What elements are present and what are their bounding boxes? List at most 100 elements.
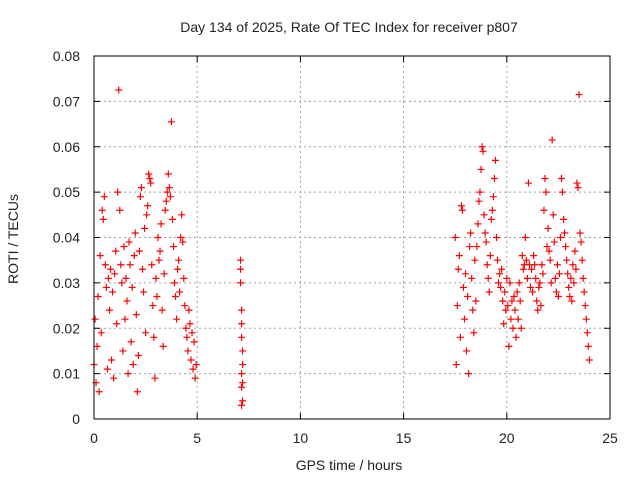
data-point — [122, 274, 130, 282]
data-point — [180, 274, 188, 282]
chart-title: Day 134 of 2025, Rate Of TEC Index for r… — [180, 19, 518, 35]
data-point — [503, 274, 511, 282]
data-point — [549, 211, 557, 219]
data-point — [151, 374, 159, 382]
data-point — [97, 329, 105, 337]
data-point — [131, 229, 139, 237]
data-point — [470, 329, 478, 337]
data-point — [105, 306, 113, 314]
data-point — [165, 184, 173, 192]
data-point — [121, 315, 129, 323]
data-point — [102, 283, 110, 291]
data-point — [123, 297, 131, 305]
data-point — [474, 220, 482, 228]
data-point — [176, 288, 184, 296]
data-point — [117, 261, 125, 269]
data-point — [463, 347, 471, 355]
data-point — [469, 306, 477, 314]
data-point — [489, 193, 497, 201]
data-point — [188, 329, 196, 337]
data-point — [184, 347, 192, 355]
data-point — [479, 147, 487, 155]
data-point — [578, 256, 586, 264]
data-point — [532, 274, 540, 282]
data-point — [508, 297, 516, 305]
data-point — [555, 270, 563, 278]
data-point — [137, 184, 145, 192]
data-point — [547, 279, 555, 287]
data-point — [167, 118, 175, 126]
data-point — [238, 370, 246, 378]
data-point — [127, 338, 135, 346]
data-point — [142, 329, 150, 337]
data-point — [464, 292, 472, 300]
data-point — [465, 370, 473, 378]
data-point — [585, 356, 593, 364]
data-point — [95, 388, 103, 396]
data-point — [132, 311, 140, 319]
data-point — [178, 211, 186, 219]
data-point — [494, 256, 502, 264]
x-tick-label: 0 — [90, 430, 98, 446]
data-point — [506, 279, 514, 287]
data-point — [146, 175, 154, 183]
data-point — [155, 256, 163, 264]
data-point — [237, 279, 245, 287]
data-point — [190, 338, 198, 346]
data-point — [96, 252, 104, 260]
data-point — [573, 179, 581, 187]
data-point — [114, 188, 122, 196]
x-tick-label: 20 — [499, 430, 515, 446]
y-tick-label: 0.08 — [53, 48, 80, 64]
data-point — [568, 297, 576, 305]
data-point — [118, 279, 126, 287]
y-tick-label: 0.06 — [53, 139, 80, 155]
data-point — [562, 243, 570, 251]
data-point — [189, 365, 197, 373]
data-point — [120, 243, 128, 251]
data-point — [157, 220, 165, 228]
data-point — [529, 288, 537, 296]
data-point — [454, 265, 462, 273]
data-point — [473, 243, 481, 251]
data-point — [552, 288, 560, 296]
data-point — [567, 274, 575, 282]
y-tick-label: 0 — [72, 411, 80, 427]
data-point — [498, 265, 506, 273]
data-point — [140, 288, 148, 296]
data-point — [484, 274, 492, 282]
data-point — [238, 306, 246, 314]
data-point — [507, 315, 515, 323]
data-points — [90, 86, 593, 409]
data-point — [161, 206, 169, 214]
data-point — [481, 229, 489, 237]
data-point — [546, 256, 554, 264]
data-point — [238, 383, 246, 391]
data-point — [486, 252, 494, 260]
data-point — [152, 274, 160, 282]
data-point — [115, 86, 123, 94]
y-tick-label: 0.02 — [53, 320, 80, 336]
data-point — [158, 306, 166, 314]
data-point — [133, 388, 141, 396]
data-point — [144, 202, 152, 210]
data-point — [476, 188, 484, 196]
data-point — [538, 261, 546, 269]
data-point — [477, 165, 485, 173]
data-point — [561, 229, 569, 237]
data-point — [172, 292, 180, 300]
data-point — [553, 261, 561, 269]
x-axis-label: GPS time / hours — [296, 457, 403, 473]
data-point — [238, 333, 246, 341]
data-point — [527, 283, 535, 291]
data-point — [453, 302, 461, 310]
data-point — [130, 252, 138, 260]
data-point — [160, 270, 168, 278]
x-tick-label: 25 — [602, 430, 618, 446]
data-point — [125, 238, 133, 246]
data-point — [166, 193, 174, 201]
data-point — [451, 234, 459, 241]
data-point — [108, 356, 116, 364]
data-point — [580, 288, 588, 296]
data-point — [468, 274, 476, 282]
